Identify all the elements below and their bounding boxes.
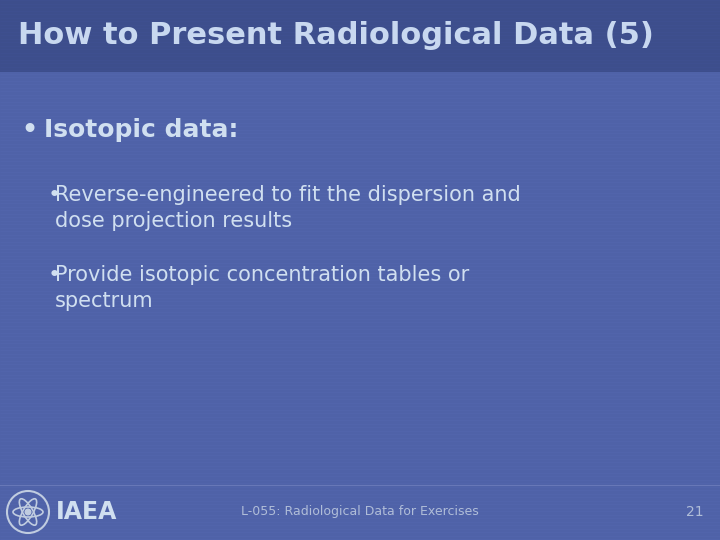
Text: L-055: Radiological Data for Exercises: L-055: Radiological Data for Exercises <box>241 505 479 518</box>
Text: How to Present Radiological Data (5): How to Present Radiological Data (5) <box>18 22 654 51</box>
FancyBboxPatch shape <box>0 0 720 72</box>
Text: IAEA: IAEA <box>56 500 117 524</box>
Text: Reverse-engineered to fit the dispersion and: Reverse-engineered to fit the dispersion… <box>55 185 521 205</box>
Text: •: • <box>20 116 38 145</box>
Circle shape <box>25 509 31 515</box>
Text: 21: 21 <box>686 505 704 519</box>
Text: Provide isotopic concentration tables or: Provide isotopic concentration tables or <box>55 265 469 285</box>
Text: •: • <box>48 265 61 285</box>
Text: •: • <box>48 185 61 205</box>
Text: dose projection results: dose projection results <box>55 211 292 231</box>
Text: Isotopic data:: Isotopic data: <box>44 118 238 142</box>
Text: spectrum: spectrum <box>55 291 153 311</box>
